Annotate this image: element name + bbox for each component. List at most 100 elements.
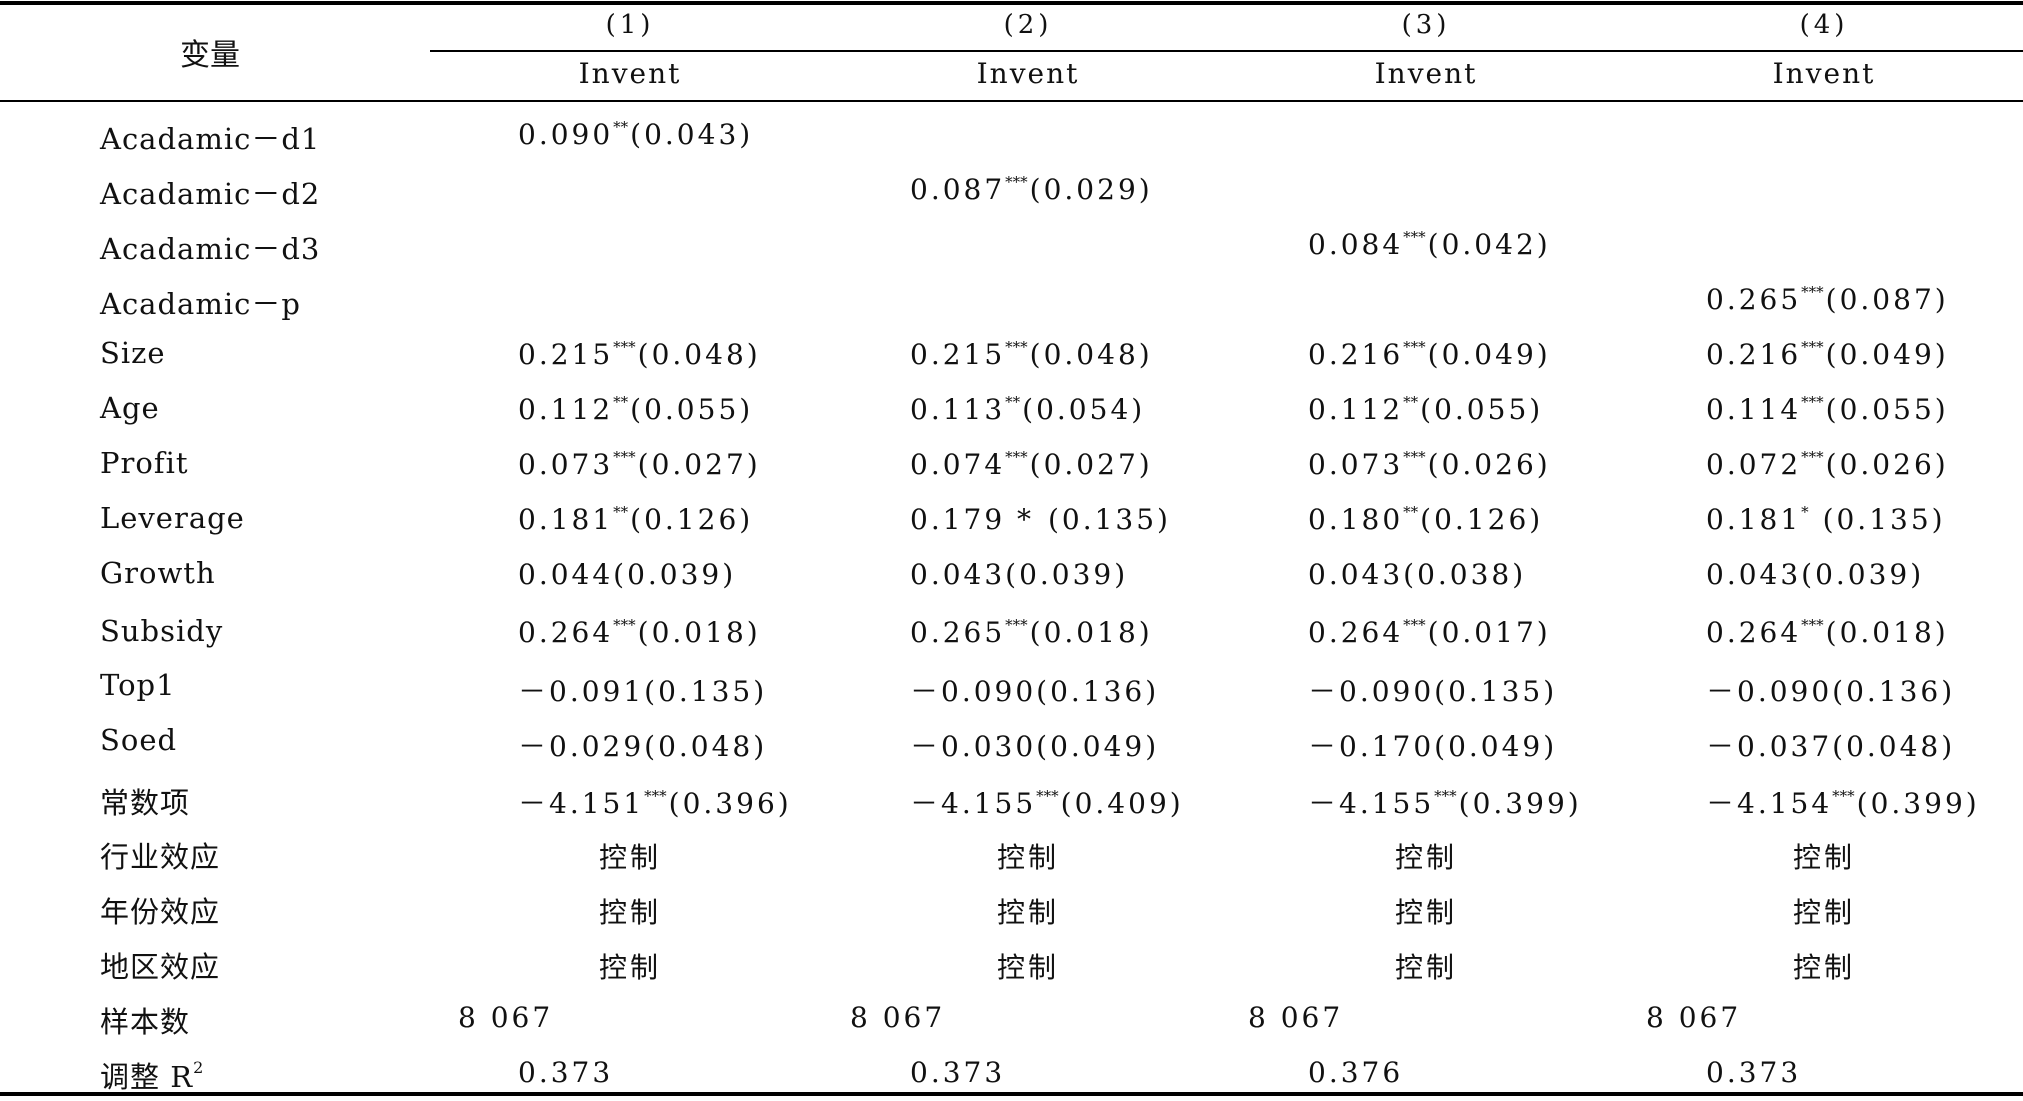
cell-value: 0.074 xyxy=(910,448,1006,481)
table-cell: 控制 xyxy=(1684,946,1964,986)
cell-value: 0.084 xyxy=(1308,228,1404,261)
significance-stars: *** xyxy=(1005,173,1028,191)
table-cell: 0.087***(0.029) xyxy=(910,173,1153,206)
significance-stars: * xyxy=(1801,503,1809,521)
cell-value: 0.215 xyxy=(910,338,1006,371)
significance-stars: *** xyxy=(1801,448,1824,466)
table-row: Acadamic－d1 0.090**(0.043) xyxy=(0,108,2023,163)
cell-value: 控制 xyxy=(598,951,661,984)
cell-value: －0.090(0.136) xyxy=(1706,675,1956,708)
row-label: 调整 R2 xyxy=(100,1054,204,1096)
cell-value: 0.181 xyxy=(1706,503,1802,536)
row-label: Size xyxy=(100,336,166,370)
table-cell: －0.090(0.136) xyxy=(910,670,1159,710)
significance-stars: *** xyxy=(1005,616,1028,634)
table-cell: 控制 xyxy=(1684,891,1964,931)
row-label: Acadamic－d3 xyxy=(100,226,320,268)
row-label: Subsidy xyxy=(100,614,223,648)
row-label: Growth xyxy=(100,556,216,590)
cell-value: 0.113 xyxy=(910,393,1006,426)
significance-stars: *** xyxy=(1434,787,1457,805)
cell-value: －0.037(0.048) xyxy=(1706,730,1956,763)
standard-error: (0.054) xyxy=(1022,393,1146,426)
table-cell: 0.179 * (0.135) xyxy=(910,503,1171,536)
standard-error: (0.135) xyxy=(1047,503,1171,536)
significance-stars: ** xyxy=(613,503,629,521)
cell-value: －4.154 xyxy=(1706,787,1833,820)
table-cell: 0.073***(0.027) xyxy=(518,448,761,481)
standard-error: (0.048) xyxy=(637,338,761,371)
table-cell: 控制 xyxy=(1286,891,1566,931)
table-row: Age 0.112**(0.055) 0.113**(0.054) 0.112**(0… xyxy=(0,383,2023,438)
cell-value: 8 067 xyxy=(1646,1001,1742,1034)
table-cell: 0.114***(0.055) xyxy=(1706,393,1949,426)
cell-value: 0.073 xyxy=(518,448,614,481)
cell-value: 0.215 xyxy=(518,338,614,371)
column-number-1: (1) xyxy=(605,10,655,40)
significance-stars: *** xyxy=(1005,448,1028,466)
cell-value: 控制 xyxy=(1394,951,1457,984)
table-cell: 0.376 xyxy=(1308,1056,1403,1089)
table-row: Leverage 0.181 **(0.126) 0.179 * (0.135) 0.1… xyxy=(0,493,2023,548)
row-label-superscript: 2 xyxy=(193,1058,205,1077)
cell-value: 0.216 xyxy=(1308,338,1404,371)
table-cell: －0.091(0.135) xyxy=(518,670,767,710)
row-label: 年份效应 xyxy=(100,889,220,931)
cell-value: －0.091(0.135) xyxy=(518,675,768,708)
significance-stars: *** xyxy=(1832,787,1855,805)
table-row: 调整 R2 0.373 0.373 0.376 0.373 xyxy=(0,1046,2023,1101)
table-cell: 控制 xyxy=(490,946,770,986)
cell-value: 0.072 xyxy=(1706,448,1802,481)
table-cell: 0.264***(0.018) xyxy=(1706,616,1949,649)
table-cell: －4.155***(0.399) xyxy=(1308,782,1582,822)
significance-stars: ** xyxy=(613,393,629,411)
row-label-text: Subsidy xyxy=(100,614,224,648)
table-cell: 0.043(0.039) xyxy=(1706,558,1924,591)
table-cell: －0.090(0.136) xyxy=(1706,670,1955,710)
column-dependent-variable-2: Invent xyxy=(976,57,1080,90)
significance-stars: ** xyxy=(1005,393,1021,411)
table-row: 样本数 8 067 8 067 8 067 8 067 xyxy=(0,991,2023,1046)
table-bottom-rule xyxy=(0,1092,2023,1096)
column-number-4: (4) xyxy=(1799,10,1849,40)
significance-stars: *** xyxy=(1036,787,1059,805)
standard-error: (0.399) xyxy=(1458,787,1582,820)
significance-stars: *** xyxy=(1801,338,1824,356)
row-label-text: Soed xyxy=(100,723,178,757)
cell-value: 0.264 xyxy=(1706,616,1802,649)
standard-error: (0.027) xyxy=(1029,448,1153,481)
cell-value: 0.043(0.039) xyxy=(910,558,1129,591)
row-label-text: 常数项 xyxy=(100,786,191,820)
cell-value: 0.180 xyxy=(1308,503,1404,536)
row-label: Acadamic－d1 xyxy=(100,116,320,158)
significance-stars: *** xyxy=(1403,616,1426,634)
row-label-text: Acadamic－d2 xyxy=(100,177,321,211)
significance-stars: *** xyxy=(1801,393,1824,411)
standard-error: (0.042) xyxy=(1427,228,1551,261)
table-cell: 0.216***(0.049) xyxy=(1706,338,1949,371)
table-row: Subsidy 0.264***(0.018) 0.265***(0.018) 0.2… xyxy=(0,606,2023,661)
standard-error: (0.049) xyxy=(1427,338,1551,371)
row-label: Age xyxy=(100,391,160,425)
row-label-text: Age xyxy=(100,391,160,425)
standard-error: (0.055) xyxy=(1825,393,1949,426)
significance-stars: *** xyxy=(1801,616,1824,634)
cell-value: 0.044(0.039) xyxy=(518,558,737,591)
row-label-text: Leverage xyxy=(100,501,245,535)
table-cell: 0.181* (0.135) xyxy=(1706,503,1946,536)
cell-value: －0.090(0.136) xyxy=(910,675,1160,708)
standard-error: (0.126) xyxy=(630,503,754,536)
row-label: Top1 xyxy=(100,668,176,702)
cell-value: 0.090 xyxy=(518,118,614,151)
cell-value: 0.114 xyxy=(1706,393,1802,426)
column-dependent-variable-3: Invent xyxy=(1374,57,1478,90)
cell-value: 0.373 xyxy=(1706,1056,1802,1089)
table-row: Acadamic－d2 0.087***(0.029) xyxy=(0,163,2023,218)
table-cell: 0.074***(0.027) xyxy=(910,448,1153,481)
table-row: 年份效应 控制 控制 控制 控制 xyxy=(0,881,2023,936)
table-cell: 控制 xyxy=(1684,836,1964,876)
cell-value: －0.170(0.049) xyxy=(1308,730,1558,763)
table-top-rule xyxy=(0,1,2023,5)
table-cell: 0.215***(0.048) xyxy=(910,338,1153,371)
cell-value: 0.073 xyxy=(1308,448,1404,481)
